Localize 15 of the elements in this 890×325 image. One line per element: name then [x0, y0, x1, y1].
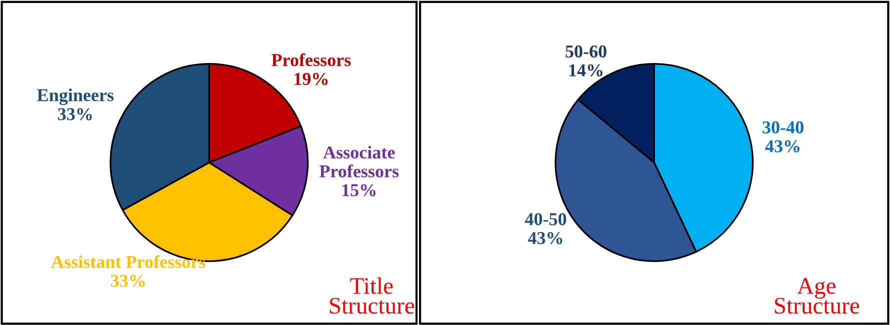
slice-label: Engineers — [37, 88, 114, 106]
data-label: 33% — [110, 274, 145, 287]
text: Age Structure — [774, 278, 860, 314]
data-label: 19% — [294, 72, 328, 86]
data-label: 43% — [528, 232, 562, 244]
slice-label: 40-50 — [524, 213, 566, 226]
data-label: 33% — [58, 108, 92, 120]
text: Title Structure — [330, 277, 414, 314]
slice-label: 30-40 — [762, 121, 804, 134]
data-label: 15% — [342, 184, 376, 196]
slice-label: 50-60 — [566, 45, 606, 58]
slice-label: Associate Professors — [319, 146, 399, 178]
slice-label: Professors — [272, 53, 351, 66]
data-label: 14% — [569, 64, 602, 77]
data-label: 43% — [765, 140, 800, 152]
